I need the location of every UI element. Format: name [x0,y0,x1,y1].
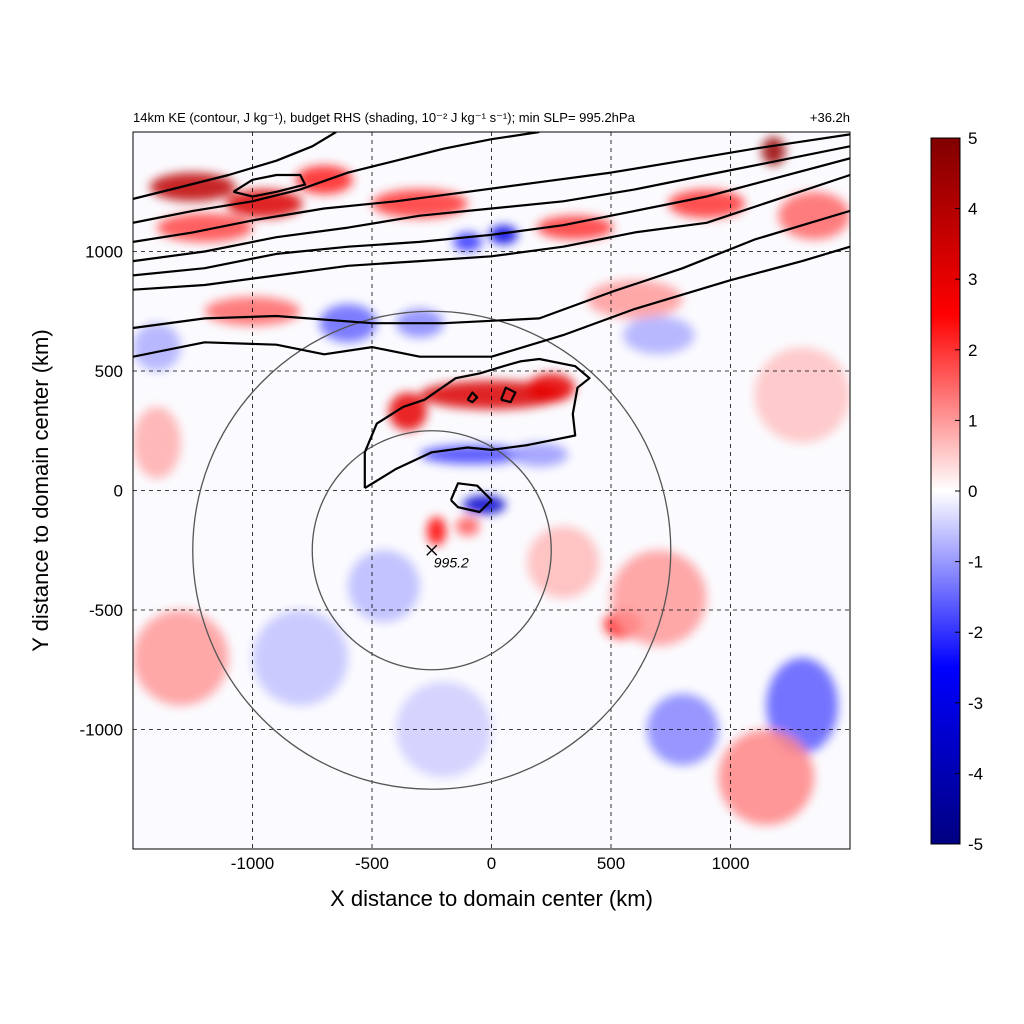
range-ring [192,310,672,790]
shading-blob [668,189,745,219]
colorbar-ticks: 5 4 3 2 1 0 -1 -2 -3 -4 -5 [955,129,983,854]
shading-blob [611,550,707,646]
ke-contour-line [133,145,850,263]
colorbar-tick-label: 2 [968,341,977,360]
colorbar-tick-label: 3 [968,270,977,289]
range-ring [311,430,552,671]
y-axis-label: Y distance to domain center (km) [28,329,53,651]
storm-center-marker [426,544,438,556]
shading-blob [149,172,236,202]
y-tick-label: 1000 [85,243,123,262]
range-rings [192,310,672,790]
ke-contour-line [363,357,591,490]
ke-contour-line [133,209,850,330]
ke-contour-line [500,386,517,404]
shading-blob [527,373,576,403]
plot-area: 995.2 [133,132,850,849]
shading-blob [295,165,353,195]
shading-blob [455,516,480,536]
colorbar-tick-label: -2 [968,623,983,642]
plot-frame [132,131,851,850]
storm-center: 995.2 [426,544,469,570]
shading-blob [462,495,506,515]
shading-blob [133,406,181,479]
shading-blob [622,316,695,355]
ke-contour-line [133,133,850,243]
colorbar-tick-label: 0 [968,482,977,501]
x-tick-label: 0 [487,854,496,873]
shading-blob [510,442,568,467]
shading-blob [395,681,492,778]
ke-contour-line [133,132,337,200]
x-tick-label: 500 [597,854,625,873]
y-tick-label: 0 [114,482,123,501]
shading-blob [226,189,303,219]
shading-blob [252,610,349,706]
y-tick-label: -1000 [80,721,123,740]
ke-contour-line [133,132,540,224]
shading-blob [426,516,447,546]
shading-blob [348,550,420,622]
colorbar-tick-label: 1 [968,411,977,430]
shading-blob [754,347,850,443]
x-tick-label: -1000 [231,854,274,873]
shading-blob [536,215,614,240]
shading-blob [718,729,815,826]
colorbar-tick-label: 5 [968,129,977,148]
colorbar-tick-label: -4 [968,764,983,783]
x-tick-label: 1000 [712,854,750,873]
chart-title-left: 14km KE (contour, J kg⁻¹), budget RHS (s… [133,110,636,125]
y-tick-label: 500 [95,362,123,381]
y-tick-label: -500 [89,601,123,620]
shading-blob [133,323,181,371]
chart-title-right: +36.2h [810,110,850,125]
y-axis-ticks: -1000 -500 0 500 1000 [80,243,123,740]
ke-contour-line [133,157,850,277]
ke-contour-line [466,391,479,404]
shading-blob [527,526,600,599]
shading-blob [133,610,229,706]
ke-contour-line [133,245,850,358]
ke-contour-line [232,173,307,198]
shading-blob [489,225,518,245]
storm-center-label: 995.2 [434,554,469,570]
shading-blob [372,189,468,219]
colorbar-tick-label: -3 [968,694,983,713]
colorbar-tick-label: -5 [968,835,983,854]
shading-blob [646,693,719,766]
shading-blob [778,191,850,240]
shading-blob [419,380,564,410]
ke-contours [133,132,850,514]
ke-contour-line [133,173,850,291]
ke-contour-line [449,482,493,514]
colorbar-tick-label: -1 [968,553,983,572]
shading-blob [156,213,253,242]
x-tick-label: -500 [355,854,389,873]
colorbar-tick-label: 4 [968,200,977,219]
x-axis-ticks: -1000 -500 0 500 1000 [231,854,750,873]
x-axis-label: X distance to domain center (km) [330,886,653,911]
